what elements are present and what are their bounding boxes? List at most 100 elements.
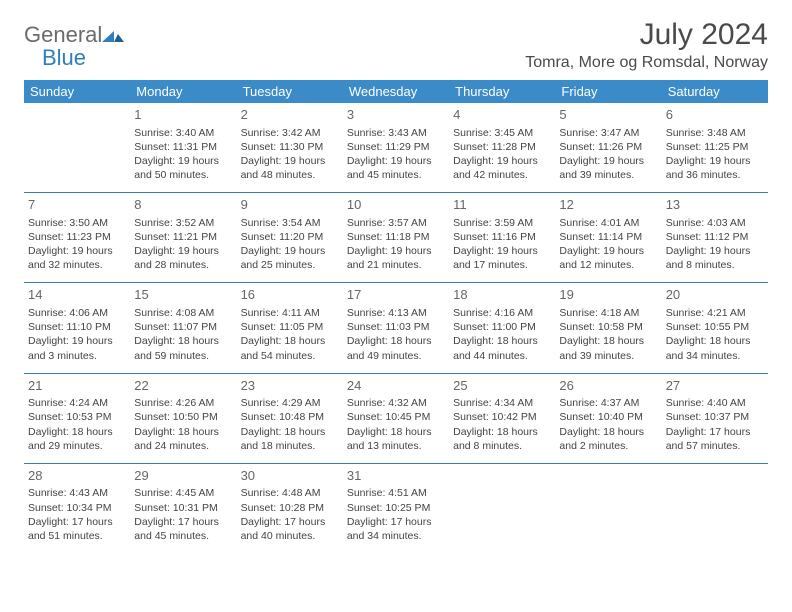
sunset-text: Sunset: 10:48 PM xyxy=(241,410,339,424)
sunset-text: Sunset: 11:21 PM xyxy=(134,230,232,244)
sunrise-text: Sunrise: 3:45 AM xyxy=(453,126,551,140)
sunset-text: Sunset: 11:20 PM xyxy=(241,230,339,244)
sunset-text: Sunset: 10:37 PM xyxy=(666,410,764,424)
day-number: 12 xyxy=(559,196,657,214)
daylight-text: Daylight: 18 hours and 13 minutes. xyxy=(347,425,445,453)
sunset-text: Sunset: 10:34 PM xyxy=(28,501,126,515)
sunrise-text: Sunrise: 3:59 AM xyxy=(453,216,551,230)
sunrise-text: Sunrise: 3:54 AM xyxy=(241,216,339,230)
day-number: 20 xyxy=(666,286,764,304)
day-number: 3 xyxy=(347,106,445,124)
daylight-text: Daylight: 19 hours and 8 minutes. xyxy=(666,244,764,272)
weekday-header: Monday xyxy=(130,80,236,103)
sunrise-text: Sunrise: 4:45 AM xyxy=(134,486,232,500)
calendar-day-cell: 4Sunrise: 3:45 AMSunset: 11:28 PMDayligh… xyxy=(449,103,555,193)
day-number: 1 xyxy=(134,106,232,124)
sunset-text: Sunset: 11:14 PM xyxy=(559,230,657,244)
sunrise-text: Sunrise: 4:43 AM xyxy=(28,486,126,500)
sunset-text: Sunset: 11:07 PM xyxy=(134,320,232,334)
day-number: 4 xyxy=(453,106,551,124)
day-number: 29 xyxy=(134,467,232,485)
calendar-day-cell: 10Sunrise: 3:57 AMSunset: 11:18 PMDaylig… xyxy=(343,193,449,283)
daylight-text: Daylight: 19 hours and 50 minutes. xyxy=(134,154,232,182)
calendar-day-cell: 12 Sunrise: 4:01 AMSunset: 11:14 PMDaylig… xyxy=(555,193,661,283)
daylight-text: Daylight: 19 hours and 36 minutes. xyxy=(666,154,764,182)
calendar-day-cell: 28Sunrise: 4:43 AMSunset: 10:34 PMDaylig… xyxy=(24,463,130,553)
calendar-day-cell: 1 Sunrise: 3:40 AMSunset: 11:31 PMDayligh… xyxy=(130,103,236,193)
calendar-day-cell: 23Sunrise: 4:29 AMSunset: 10:48 PMDaylig… xyxy=(237,373,343,463)
calendar-day-cell xyxy=(662,463,768,553)
sunset-text: Sunset: 10:58 PM xyxy=(559,320,657,334)
daylight-text: Daylight: 19 hours and 45 minutes. xyxy=(347,154,445,182)
sunrise-text: Sunrise: 4:26 AM xyxy=(134,396,232,410)
sunrise-text: Sunrise: 3:42 AM xyxy=(241,126,339,140)
sunrise-text: Sunrise: 3:50 AM xyxy=(28,216,126,230)
sunrise-text: Sunrise: 4:01 AM xyxy=(559,216,657,230)
day-number: 21 xyxy=(28,377,126,395)
title-block: July 2024 Tomra, More og Romsdal, Norway xyxy=(525,18,768,72)
day-number: 24 xyxy=(347,377,445,395)
daylight-text: Daylight: 18 hours and 59 minutes. xyxy=(134,334,232,362)
day-number: 26 xyxy=(559,377,657,395)
sunset-text: Sunset: 10:50 PM xyxy=(134,410,232,424)
calendar-day-cell: 14Sunrise: 4:06 AMSunset: 11:10 PMDaylig… xyxy=(24,283,130,373)
calendar-week-row: 21Sunrise: 4:24 AMSunset: 10:53 PMDaylig… xyxy=(24,373,768,463)
weekday-header: Friday xyxy=(555,80,661,103)
logo-mark-icon xyxy=(102,28,124,42)
calendar-day-cell: 3 Sunrise: 3:43 AMSunset: 11:29 PMDayligh… xyxy=(343,103,449,193)
sunset-text: Sunset: 11:23 PM xyxy=(28,230,126,244)
daylight-text: Daylight: 18 hours and 54 minutes. xyxy=(241,334,339,362)
day-number: 22 xyxy=(134,377,232,395)
day-number: 5 xyxy=(559,106,657,124)
calendar-day-cell xyxy=(24,103,130,193)
day-number: 14 xyxy=(28,286,126,304)
calendar-day-cell: 11Sunrise: 3:59 AMSunset: 11:16 PMDaylig… xyxy=(449,193,555,283)
weekday-header: Saturday xyxy=(662,80,768,103)
logo: General Blue xyxy=(24,18,124,70)
day-number: 27 xyxy=(666,377,764,395)
calendar-week-row: 14 Sunrise: 4:06 AMSunset: 11:10 PM Daylig… xyxy=(24,283,768,373)
day-number: 23 xyxy=(241,377,339,395)
day-number: 31 xyxy=(347,467,445,485)
calendar-day-cell: 5Sunrise: 3:47 AMSunset: 11:26 PMDayligh… xyxy=(555,103,661,193)
sunset-text: Sunset: 11:05 PM xyxy=(241,320,339,334)
sunrise-text: Sunrise: 4:06 AM xyxy=(28,306,126,320)
weekday-header: Tuesday xyxy=(237,80,343,103)
sunrise-text: Sunrise: 3:43 AM xyxy=(347,126,445,140)
day-number: 11 xyxy=(453,196,551,214)
day-number: 18 xyxy=(453,286,551,304)
calendar-day-cell: 26Sunrise: 4:37 AMSunset: 10:40 PMDaylig… xyxy=(555,373,661,463)
calendar-day-cell: 17Sunrise: 4:13 AMSunset: 11:03 PMDaylig… xyxy=(343,283,449,373)
daylight-text: Daylight: 18 hours and 18 minutes. xyxy=(241,425,339,453)
day-number: 13 xyxy=(666,196,764,214)
day-number: 16 xyxy=(241,286,339,304)
day-number: 10 xyxy=(347,196,445,214)
sunrise-text: Sunrise: 4:16 AM xyxy=(453,306,551,320)
sunset-text: Sunset: 11:29 PM xyxy=(347,140,445,154)
daylight-text: Daylight: 19 hours and 12 minutes. xyxy=(559,244,657,272)
calendar-day-cell: 27Sunrise: 4:40 AMSunset: 10:37 PMDaylig… xyxy=(662,373,768,463)
daylight-text: Daylight: 17 hours and 57 minutes. xyxy=(666,425,764,453)
weekday-header: Wednesday xyxy=(343,80,449,103)
logo-text-general: General xyxy=(24,22,102,47)
day-number: 8 xyxy=(134,196,232,214)
daylight-text: Daylight: 19 hours and 32 minutes. xyxy=(28,244,126,272)
sunset-text: Sunset: 11:26 PM xyxy=(559,140,657,154)
sunrise-text: Sunrise: 3:48 AM xyxy=(666,126,764,140)
daylight-text: Daylight: 18 hours and 44 minutes. xyxy=(453,334,551,362)
sunset-text: Sunset: 10:53 PM xyxy=(28,410,126,424)
sunrise-text: Sunrise: 3:40 AM xyxy=(134,126,232,140)
sunset-text: Sunset: 11:31 PM xyxy=(134,140,232,154)
sunset-text: Sunset: 11:10 PM xyxy=(28,320,126,334)
sunrise-text: Sunrise: 3:47 AM xyxy=(559,126,657,140)
day-number: 28 xyxy=(28,467,126,485)
calendar-day-cell: 13 Sunrise: 4:03 AMSunset: 11:12 PMDaylig… xyxy=(662,193,768,283)
daylight-text: Daylight: 17 hours and 34 minutes. xyxy=(347,515,445,543)
calendar-day-cell xyxy=(555,463,661,553)
sunrise-text: Sunrise: 4:03 AM xyxy=(666,216,764,230)
sunset-text: Sunset: 11:12 PM xyxy=(666,230,764,244)
sunset-text: Sunset: 11:30 PM xyxy=(241,140,339,154)
calendar-day-cell: 9Sunrise: 3:54 AMSunset: 11:20 PMDayligh… xyxy=(237,193,343,283)
sunrise-text: Sunrise: 4:40 AM xyxy=(666,396,764,410)
daylight-text: Daylight: 19 hours and 17 minutes. xyxy=(453,244,551,272)
